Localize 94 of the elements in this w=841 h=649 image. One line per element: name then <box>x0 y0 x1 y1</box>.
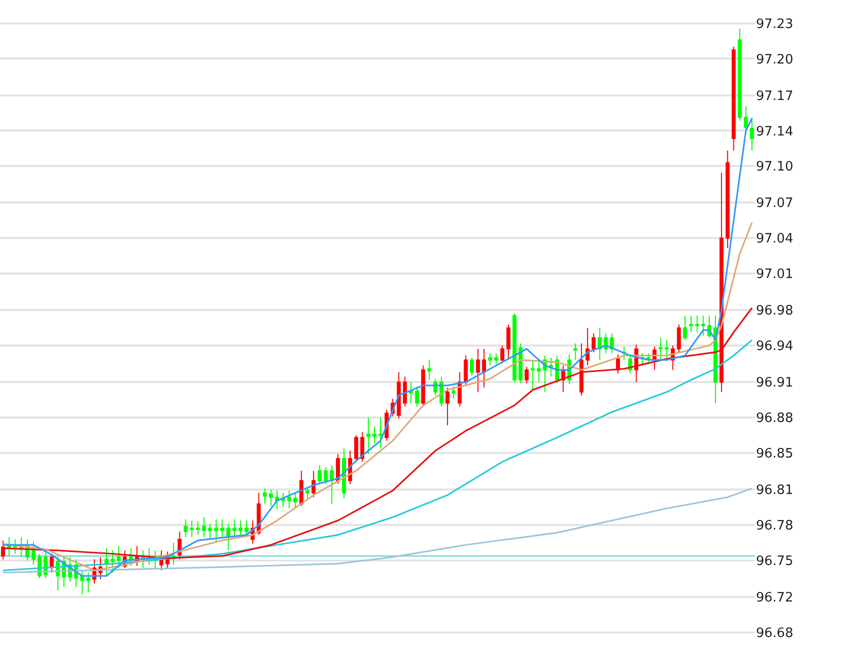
candlestick <box>536 362 541 383</box>
candlestick <box>476 348 480 393</box>
candlestick <box>573 342 578 360</box>
candlestick <box>202 516 206 538</box>
candlestick <box>682 315 687 341</box>
candlestick <box>402 376 407 407</box>
candlestick <box>592 332 596 353</box>
candlestick <box>378 417 383 450</box>
candlestick <box>500 345 504 364</box>
candlestick <box>116 546 121 569</box>
candlestick <box>695 315 700 333</box>
candlestick <box>750 116 754 152</box>
candlestick <box>208 523 212 540</box>
candlestick <box>312 470 316 498</box>
candlestick <box>32 541 36 566</box>
candlestick <box>530 359 535 390</box>
candlestick <box>372 426 376 444</box>
candlestick <box>354 434 358 462</box>
candlestick <box>598 327 602 360</box>
candlestick <box>360 431 364 462</box>
y-tick-label: 96.94 <box>756 339 794 354</box>
y-tick-label: 97.10 <box>756 160 794 175</box>
candlestick <box>281 492 286 508</box>
candlestick <box>196 521 200 536</box>
candlestick <box>579 342 584 396</box>
candlestick <box>275 490 280 510</box>
candlestick <box>293 492 298 508</box>
y-tick-label: 96.88 <box>756 411 794 426</box>
y-tick-label: 96.78 <box>756 518 794 534</box>
candlestick <box>506 324 510 360</box>
line-series <box>2 488 753 574</box>
line-series <box>2 222 753 572</box>
candlestick <box>184 518 188 538</box>
candlestick <box>80 570 84 596</box>
candlestick <box>738 28 742 122</box>
candlestick <box>482 348 486 388</box>
candlestick <box>128 548 133 566</box>
candlestick <box>396 372 401 420</box>
candlestick <box>421 364 426 407</box>
candlestick <box>262 488 267 504</box>
candlestick <box>744 106 748 132</box>
candlestick <box>13 538 18 554</box>
candlestick <box>470 357 474 376</box>
candlestick <box>524 366 529 384</box>
y-tick-label: 96.91 <box>756 376 794 391</box>
candlestick <box>86 572 90 594</box>
y-tick-label: 96.85 <box>756 446 794 462</box>
y-tick-label: 97.17 <box>756 88 794 104</box>
y-tick-label: 97.23 <box>756 16 794 32</box>
candlestick <box>336 454 340 484</box>
candlestick <box>1 540 6 560</box>
candlestick <box>366 417 370 455</box>
candlestick <box>110 550 115 574</box>
candlestick <box>415 386 420 407</box>
candlestick <box>214 518 218 544</box>
candlestick <box>232 518 236 538</box>
candlestick <box>512 312 516 383</box>
candlestick <box>586 327 590 366</box>
candlestick <box>726 150 730 249</box>
y-tick-label: 97.01 <box>756 267 794 282</box>
line-series <box>2 307 753 559</box>
y-tick-label: 97.04 <box>756 232 794 247</box>
y-tick-label: 96.72 <box>756 590 794 606</box>
candlestick <box>494 352 498 365</box>
candlestick <box>190 520 194 538</box>
candlestick <box>238 520 242 538</box>
candlestick <box>226 523 230 551</box>
candlestick <box>318 464 322 484</box>
candlestick <box>732 46 736 152</box>
candlestick <box>452 386 456 400</box>
candlestick <box>268 489 273 507</box>
candlestick <box>689 315 694 333</box>
candlestick <box>287 490 292 509</box>
y-tick-label: 96.68 <box>756 626 794 641</box>
y-tick-label: 96.98 <box>756 304 794 319</box>
line-series <box>2 339 753 572</box>
line-series <box>2 118 753 577</box>
y-tick-label: 96.75 <box>756 554 794 569</box>
candlestick <box>409 382 413 404</box>
candlestick <box>427 359 432 380</box>
candlestick <box>488 352 492 366</box>
candlestick <box>464 355 468 386</box>
y-tick-label: 97.07 <box>756 196 794 212</box>
candlestick <box>701 315 706 336</box>
candlestick <box>330 464 334 504</box>
candlestick <box>664 340 669 358</box>
candlestick <box>446 387 450 426</box>
candlestick <box>305 486 310 499</box>
candlestick <box>220 518 224 538</box>
y-tick-label: 97.20 <box>756 52 794 68</box>
candlestick <box>658 337 663 360</box>
y-tick-label: 97.14 <box>756 124 794 140</box>
y-tick-label: 96.81 <box>756 483 794 498</box>
candlestick <box>676 324 681 353</box>
